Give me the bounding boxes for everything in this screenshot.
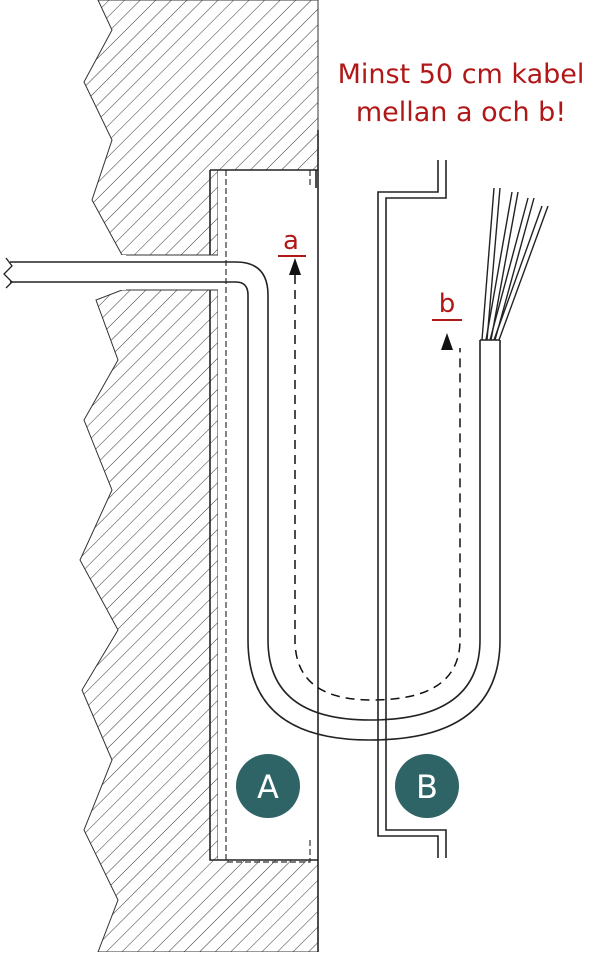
minimum-length-note: Minst 50 cm kabel mellan a och b! xyxy=(318,56,604,132)
incoming-cable xyxy=(10,261,269,640)
incoming-cable-gap xyxy=(0,255,126,290)
cable-loop-inner xyxy=(267,340,481,721)
badge-a-label: A xyxy=(257,768,279,806)
marker-b-label: b xyxy=(439,289,456,319)
note-line-2: mellan a och b! xyxy=(355,97,567,128)
marker-a-label: a xyxy=(283,226,299,256)
bracket-b xyxy=(377,160,447,858)
arrow-b xyxy=(441,333,453,350)
badge-b-label: B xyxy=(416,768,438,806)
conductors xyxy=(481,187,549,341)
cable-break-mark xyxy=(3,257,13,289)
arrow-a xyxy=(289,258,301,275)
box-a-frame xyxy=(209,130,319,952)
box-a-inner-outline xyxy=(225,170,311,863)
measure-path xyxy=(294,275,461,701)
note-line-1: Minst 50 cm kabel xyxy=(337,59,585,90)
badge-a-circle xyxy=(236,754,300,818)
cable-loop-outer xyxy=(247,340,501,741)
badge-b-circle xyxy=(395,754,459,818)
